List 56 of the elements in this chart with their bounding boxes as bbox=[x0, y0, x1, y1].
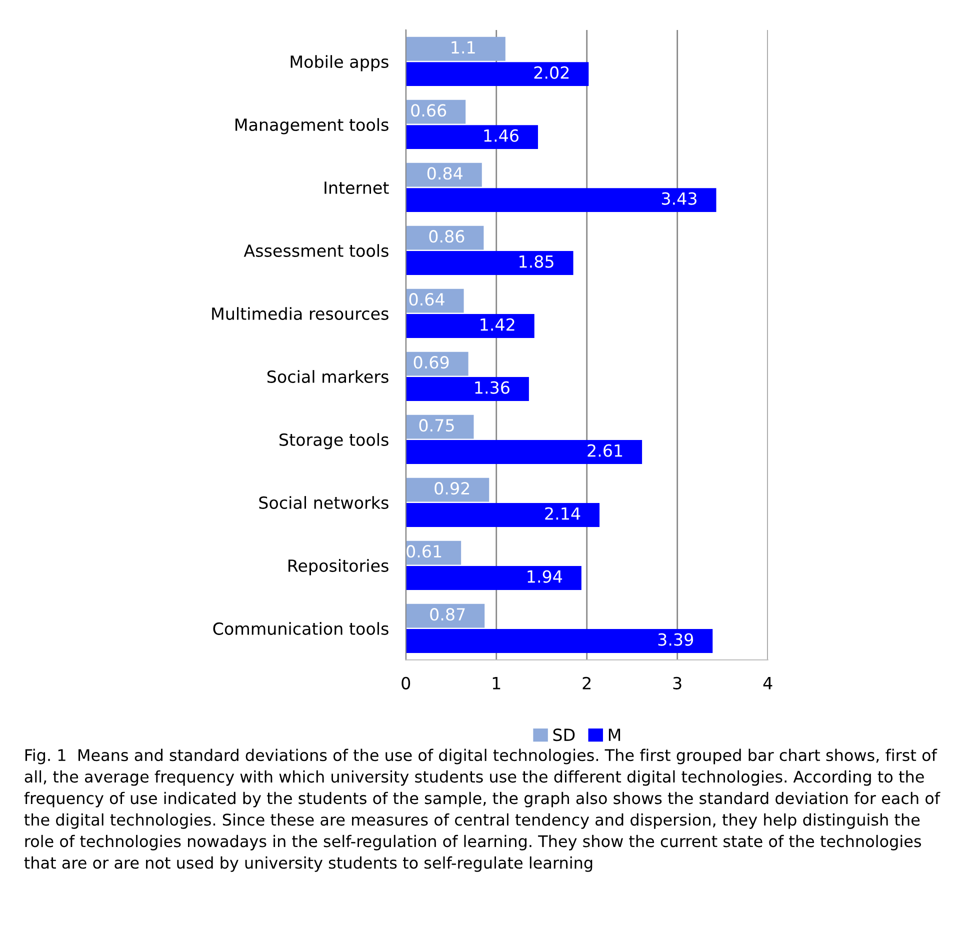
data-label: 0.86 bbox=[429, 230, 464, 243]
bar bbox=[406, 125, 538, 150]
x-tick-label: 4 bbox=[763, 677, 772, 690]
data-label: 0.75 bbox=[419, 419, 454, 432]
data-label: 2.14 bbox=[545, 507, 580, 520]
data-label: 1.42 bbox=[480, 318, 514, 331]
data-label: 0.69 bbox=[414, 356, 449, 369]
x-tick-label: 1 bbox=[492, 677, 500, 690]
data-label: 0.61 bbox=[406, 545, 442, 558]
bar bbox=[406, 440, 642, 464]
legend-label: SD bbox=[553, 728, 575, 742]
bar bbox=[406, 288, 464, 313]
bar bbox=[406, 566, 582, 590]
y-tick-label: Social networks bbox=[259, 496, 388, 509]
data-label: 3.43 bbox=[662, 192, 696, 205]
data-label: 0.87 bbox=[430, 608, 465, 621]
x-tick-label: 3 bbox=[673, 676, 682, 690]
data-label: 1.85 bbox=[520, 255, 554, 268]
data-label: 1.46 bbox=[484, 129, 518, 142]
bar bbox=[406, 377, 529, 401]
data-label: 2.61 bbox=[588, 444, 622, 457]
bar bbox=[406, 414, 474, 439]
data-label: 3.39 bbox=[658, 633, 694, 646]
bar bbox=[406, 226, 484, 250]
data-label: 0.92 bbox=[434, 482, 470, 495]
bar bbox=[406, 62, 589, 86]
bar bbox=[406, 604, 485, 628]
y-tick-label: Communication tools bbox=[213, 622, 388, 635]
bar bbox=[406, 36, 506, 61]
data-label: 0.64 bbox=[409, 293, 444, 306]
y-tick-label: Assessment tools bbox=[244, 244, 388, 257]
y-tick-label: Social markers bbox=[267, 370, 388, 383]
caption: Fig. 1 Means and standard deviations of the use of digital technologies. The first grouped bar chart shows, first of all, the average frequency with which university students use the different digital technologies. According to the frequency of use indicated by the students of the sample, the graph also shows the standard deviation for each of the digital technologies. Since these are measures of central tendency and dispersion, they help distinguish the role of technologies nowadays in the self-regulation of learning. They show the current state of the technologies that are or are not used by university students to self-regulate learning bbox=[24, 748, 940, 872]
x-tick-label: 0 bbox=[402, 676, 410, 690]
bar bbox=[406, 188, 716, 212]
x-tick-label: 2 bbox=[582, 676, 590, 690]
bar bbox=[406, 314, 534, 338]
legend-label: M bbox=[608, 728, 620, 741]
bar bbox=[406, 352, 468, 376]
bar bbox=[406, 629, 713, 653]
bar bbox=[406, 503, 600, 527]
bar bbox=[406, 478, 490, 502]
data-label: 0.66 bbox=[411, 104, 446, 117]
y-tick-label: Internet bbox=[324, 182, 389, 194]
y-tick-label: Repositories bbox=[288, 559, 388, 576]
data-label: 1.36 bbox=[475, 381, 510, 394]
data-label: 1.94 bbox=[528, 570, 562, 583]
y-tick-label: Storage tools bbox=[280, 433, 388, 450]
y-tick-label: Management tools bbox=[236, 118, 388, 134]
bar bbox=[406, 162, 482, 187]
bar bbox=[406, 251, 574, 275]
y-tick-label: Mobile apps bbox=[290, 55, 388, 72]
data-label: 1.1 bbox=[452, 41, 475, 54]
y-tick-label: Multimedia resources bbox=[212, 307, 388, 320]
data-label: 2.02 bbox=[534, 66, 569, 79]
data-label: 0.84 bbox=[427, 167, 463, 180]
